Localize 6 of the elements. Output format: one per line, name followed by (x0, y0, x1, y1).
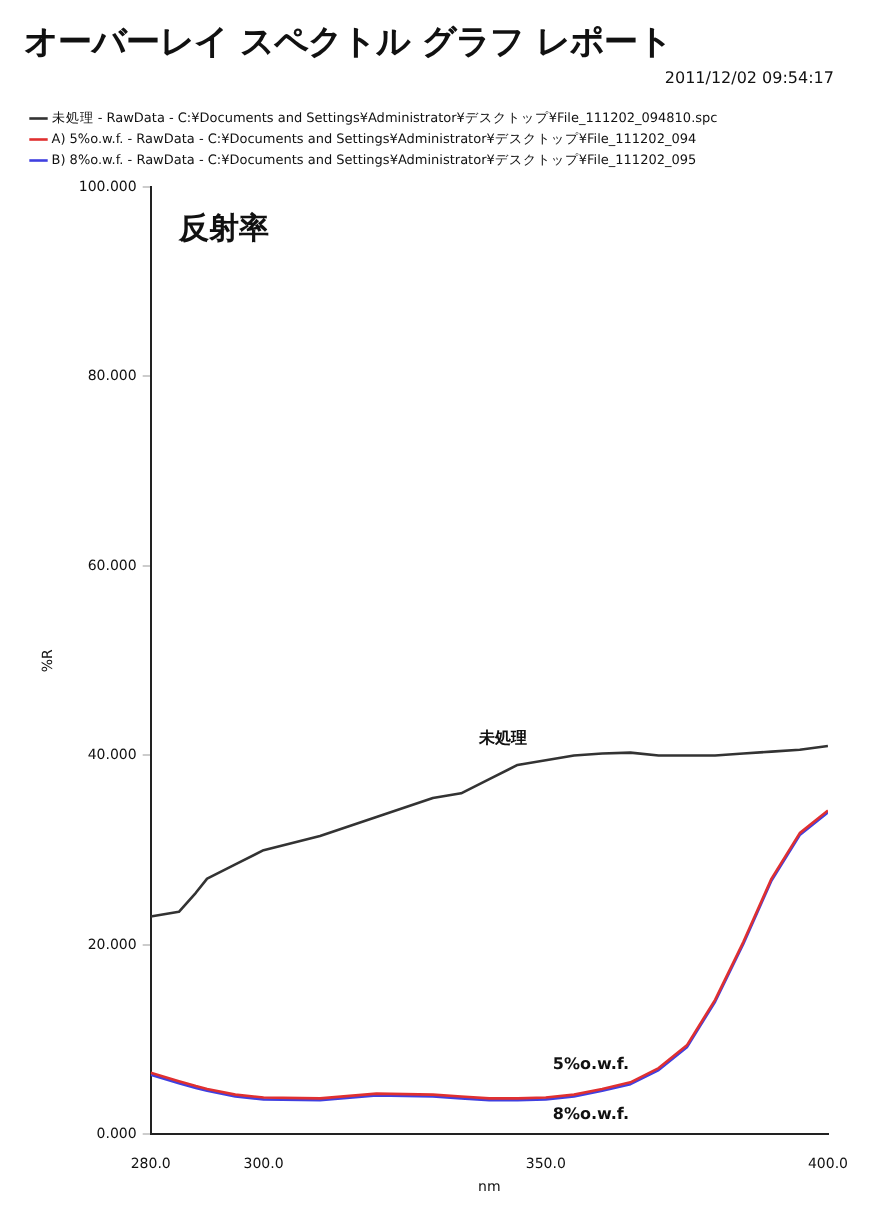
chart-title: オーバーレイ スペクトル グラフ レポート (24, 23, 672, 64)
chart-subtitle: 2011/12/02 09:54:17 (664, 68, 834, 87)
annotation: 8%o.w.f. (552, 1104, 630, 1123)
annotation: 反射率 (176, 209, 269, 246)
annotation: 5%o.w.f. (552, 1055, 630, 1074)
annotation: 未処理 (476, 729, 527, 748)
